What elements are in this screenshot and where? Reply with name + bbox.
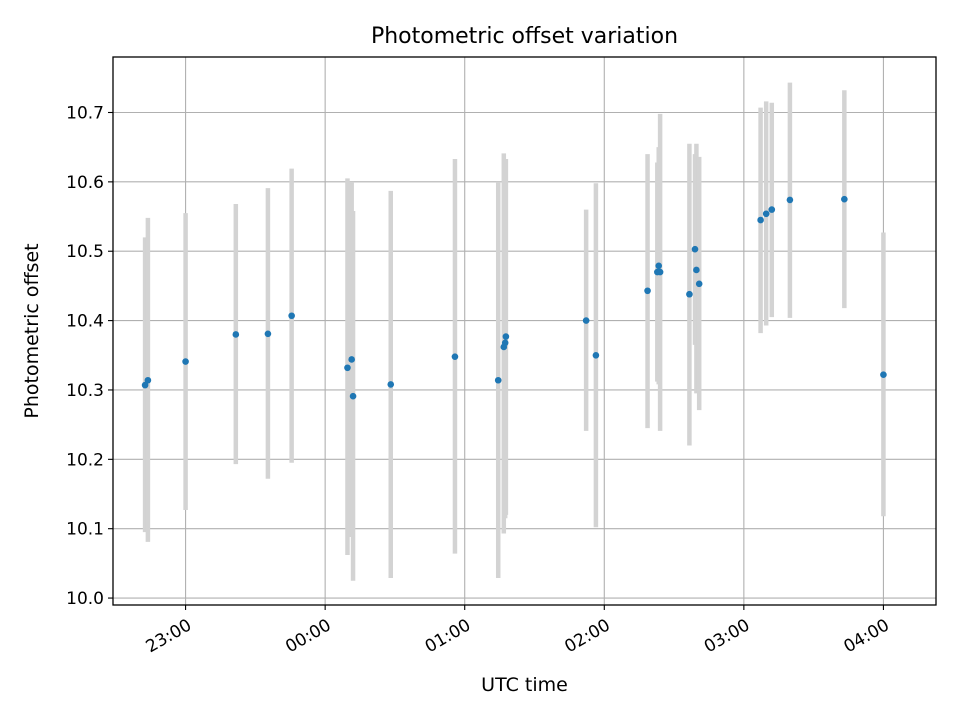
- data-point: [695, 280, 703, 288]
- data-point: [841, 195, 848, 203]
- data-point: [232, 331, 240, 338]
- data-point: [757, 216, 764, 224]
- y-axis-ticks: 10.0 10.1 10.2 10.3 10.4 10.5 10.6 10.7: [66, 103, 113, 609]
- data-point: [644, 287, 651, 295]
- data-point: [691, 245, 699, 253]
- data-point: [501, 339, 509, 347]
- plot-area: [113, 57, 936, 605]
- y-tick-label: 10.6: [66, 173, 104, 193]
- data-point: [768, 206, 776, 213]
- y-tick-label: 10.3: [66, 381, 104, 401]
- data-point: [656, 268, 664, 276]
- grid-lines: [113, 57, 936, 605]
- data-point: [348, 356, 355, 363]
- data-point: [655, 262, 663, 270]
- y-tick-label: 10.7: [66, 103, 104, 123]
- plot-frame: [112, 56, 937, 606]
- y-tick-label: 10.1: [66, 520, 104, 540]
- data-point: [264, 330, 272, 338]
- chart-title: Photometric offset variation: [371, 24, 678, 49]
- data-point: [880, 371, 887, 379]
- data-point: [344, 364, 351, 372]
- data-point: [502, 333, 510, 340]
- data-point: [451, 353, 459, 360]
- data-point: [144, 376, 152, 384]
- data-point: [762, 210, 770, 218]
- y-tick-label: 10.4: [66, 312, 104, 332]
- data-point: [693, 266, 700, 274]
- data-point: [582, 317, 590, 324]
- y-tick-label: 10.2: [66, 450, 104, 470]
- x-axis-label: UTC time: [481, 674, 568, 696]
- data-point: [141, 381, 149, 389]
- data-point: [387, 381, 395, 388]
- y-tick-label: 10.5: [66, 242, 104, 262]
- data-point: [182, 358, 189, 365]
- y-tick-label: 10.0: [66, 589, 104, 609]
- data-point: [592, 351, 600, 359]
- data-point: [288, 312, 295, 320]
- y-axis-label: Photometric offset: [21, 243, 43, 418]
- data-point: [686, 290, 693, 298]
- data-points: [141, 195, 887, 400]
- data-point: [494, 376, 502, 384]
- data-point: [786, 196, 794, 204]
- data-point: [349, 392, 357, 400]
